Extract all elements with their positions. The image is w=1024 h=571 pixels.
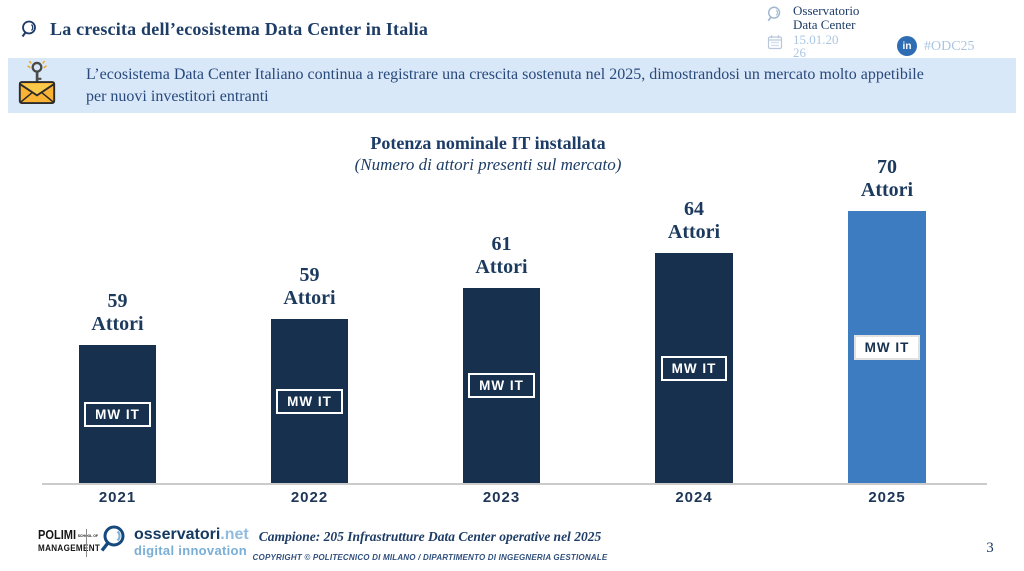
bar-2022: MW IT: [271, 319, 348, 483]
event-hashtag: #ODC25: [924, 39, 975, 54]
actor-count: 59: [299, 264, 320, 286]
actor-unit: Attori: [283, 287, 336, 309]
bar-unit-label: MW IT: [84, 401, 151, 427]
bar-value-label-2024: 64 Attori: [634, 198, 754, 244]
osservatori-magnifier-logo-icon: [98, 523, 128, 562]
event-date-line1: 15.01.20: [793, 32, 839, 47]
year-label-2024: 2024: [675, 489, 713, 506]
bar-2024: MW IT: [655, 253, 733, 483]
footer-divider: [86, 529, 87, 557]
year-label-2021: 2021: [98, 489, 137, 506]
polimi-logo-name: POLIMI: [38, 527, 77, 542]
actor-count: 61: [491, 233, 512, 255]
event-date-line2: 26: [793, 45, 806, 60]
bar-unit-label: MW IT: [660, 355, 728, 381]
actor-unit: Attori: [860, 179, 914, 201]
polimi-logo-small: SCHOOL OF: [77, 533, 98, 538]
sample-note: Campione: 205 Infrastrutture Data Center…: [258, 529, 602, 544]
bar-unit-label: MW IT: [276, 388, 343, 414]
envelope-key-icon: [16, 58, 58, 113]
page-number: 3: [986, 540, 994, 556]
chart-title-block: Potenza nominale IT installata (Numero d…: [0, 132, 976, 176]
bar-value-label-2023: 61 Attori: [442, 233, 562, 279]
bar-unit-label: MW IT: [853, 334, 921, 360]
actor-unit: Attori: [475, 256, 528, 278]
osservatori-name: osservatori: [134, 525, 221, 543]
header: La crescita dell’ecosistema Data Center …: [0, 0, 1024, 58]
year-label-2025: 2025: [868, 489, 906, 506]
brand-org-line2: Data Center: [793, 17, 856, 32]
bar-value-label-2022: 59 Attori: [250, 264, 370, 310]
actor-count: 70: [877, 156, 897, 178]
actor-unit: Attori: [91, 313, 144, 335]
copyright-text: COPYRIGHT © POLITECNICO DI MILANO / DIPA…: [252, 553, 608, 562]
linkedin-icon: in: [897, 36, 917, 56]
bar-value-label-2025: 70 Attori: [827, 156, 947, 202]
polimi-management-logo: POLIMI SCHOOL OF MANAGEMENT: [38, 528, 100, 555]
bar-2021: MW IT: [79, 345, 156, 483]
magnifier-icon: [20, 19, 40, 39]
osservatorio-magnifier-icon: [766, 5, 784, 28]
year-label-2023: 2023: [482, 489, 521, 506]
year-label-2022: 2022: [290, 489, 329, 506]
osservatori-tld: .net: [220, 525, 249, 543]
chart-title: Potenza nominale IT installata: [370, 133, 606, 153]
x-axis-line: [42, 483, 987, 485]
key-message-text: L’ecosistema Data Center Italiano contin…: [86, 65, 924, 105]
chart-subtitle: (Numero di attori presenti sul mercato): [354, 155, 622, 174]
calendar-icon: [767, 34, 783, 55]
actor-count: 59: [107, 290, 128, 312]
bar-unit-label: MW IT: [468, 373, 535, 398]
event-date: 15.01.20 26: [793, 33, 839, 59]
osservatori-net-logo: osservatori.net digital innovation: [98, 523, 249, 562]
actor-count: 64: [684, 198, 704, 220]
page-title: La crescita dell’ecosistema Data Center …: [50, 18, 429, 39]
bar-2023: MW IT: [463, 288, 540, 483]
key-message-banner: L’ecosistema Data Center Italiano contin…: [8, 58, 1016, 113]
actor-unit: Attori: [667, 221, 721, 243]
bar-2025: MW IT: [848, 211, 926, 483]
brand-org-line1: Osservatorio: [793, 3, 860, 18]
bar-value-label-2021: 59 Attori: [58, 290, 178, 336]
osservatori-tagline: digital innovation: [134, 542, 248, 558]
brand-org-name: Osservatorio Data Center: [793, 4, 859, 32]
polimi-logo-line2: MANAGEMENT: [38, 543, 101, 554]
